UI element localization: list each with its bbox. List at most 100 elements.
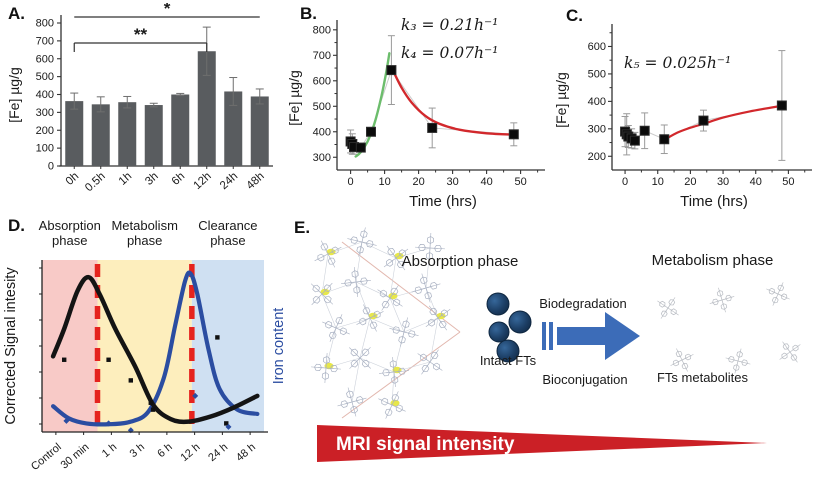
time-tick-label: 3 h [128, 441, 147, 460]
svg-text:0: 0 [348, 176, 354, 188]
svg-text:600: 600 [588, 41, 606, 53]
y-axis-label: [Fe] µg/g [553, 72, 569, 128]
svg-text:800: 800 [313, 24, 331, 36]
svg-text:500: 500 [313, 101, 331, 113]
phase-title: Clearance [198, 218, 257, 233]
bar-1h [118, 102, 137, 166]
svg-text:600: 600 [313, 75, 331, 87]
signal-data-point [224, 421, 229, 426]
svg-text:phase: phase [210, 233, 245, 248]
panel-b-scatter-chart: 0 10 20 30 40 50 300 400 500 600 700 800 k₃ = 0.21h⁻… [283, 0, 555, 212]
data-point-marker [629, 135, 640, 146]
svg-text:400: 400 [588, 96, 606, 108]
phase-region-absorption [42, 260, 98, 432]
iron-data-point [105, 420, 112, 427]
polymer-bond [361, 241, 397, 259]
svg-text:700: 700 [313, 50, 331, 62]
metabolite-molecule-cluster [349, 347, 371, 369]
data-point-marker [427, 122, 438, 133]
svg-text:800: 800 [36, 18, 54, 30]
intact-ft-molecule-cluster [378, 391, 406, 419]
metabolite-molecule-cluster [766, 282, 790, 306]
metabolite-molecule-cluster [341, 267, 371, 297]
y-axis-label: [Fe] µg/g [286, 70, 302, 126]
polymer-bond [359, 357, 395, 373]
svg-text:50: 50 [514, 176, 526, 188]
polymer-bond [355, 281, 391, 299]
data-point-marker [659, 134, 670, 145]
polymer-bond [389, 297, 405, 333]
intact-ft-molecule-cluster [377, 285, 403, 311]
polymer-bond [369, 317, 405, 333]
metabolite-molecule-cluster [389, 317, 419, 347]
bar-12h [197, 51, 216, 166]
data-point-marker [698, 115, 709, 126]
x-axis-label: Time (hrs) [680, 193, 748, 210]
polymer-bond [325, 327, 337, 369]
transformation-arrow-icon [557, 312, 640, 360]
svg-text:0: 0 [48, 161, 54, 173]
svg-text:600: 600 [36, 53, 54, 65]
iron-data-point [225, 423, 232, 430]
metabolite-molecule-cluster [347, 227, 377, 257]
signal-data-point [128, 378, 133, 383]
right-y-axis-label: Iron content [271, 308, 287, 385]
svg-text:400: 400 [313, 126, 331, 138]
svg-text:20: 20 [412, 176, 424, 188]
rate-constant-annotation: k₅ = 0.025h⁻¹ [624, 54, 731, 72]
scatter-chart-svg: 0 10 20 30 40 50 300 400 500 600 700 800 k₃ = 0.21h⁻… [286, 16, 545, 210]
redistribution-fit [664, 104, 783, 141]
svg-text:200: 200 [36, 125, 54, 137]
mri-signal-wedge-icon [317, 425, 767, 462]
x-tick-label: 12h [191, 170, 213, 192]
time-tick-label: 30 min [59, 441, 92, 471]
x-tick-label: 0h [64, 170, 82, 187]
svg-text:20: 20 [684, 176, 696, 188]
panel-b-label: B. [300, 4, 317, 23]
phase-title: Absorption [39, 218, 101, 233]
bioconjugation-label: Bioconjugation [542, 372, 628, 387]
svg-text:40: 40 [480, 176, 492, 188]
svg-text:500: 500 [36, 71, 54, 83]
x-tick-label: 6h [170, 170, 188, 187]
svg-text:400: 400 [36, 89, 54, 101]
svg-text:0: 0 [622, 176, 628, 188]
iron-data-point [63, 417, 70, 424]
svg-text:10: 10 [378, 176, 390, 188]
svg-text:700: 700 [36, 35, 54, 47]
panel-e-mechanism-diagram: Absorption phase Metabolism phase Intact… [290, 212, 823, 480]
time-tick-label: 12 h [178, 441, 202, 464]
data-point-marker [639, 125, 650, 136]
nanoparticle-icon [486, 292, 510, 316]
x-tick-label: 0.5h [83, 170, 108, 194]
polymer-bond [359, 317, 371, 359]
nanoparticle-icon [508, 310, 532, 334]
polymer-bond [321, 253, 329, 295]
intact-ft-molecule-cluster [311, 353, 341, 383]
data-point-marker [366, 126, 376, 137]
metabolite-molecule-cluster [779, 341, 801, 363]
panel-e-label: E. [294, 218, 311, 237]
phase-region-clearance [191, 260, 264, 432]
significance-star: * [164, 3, 171, 18]
signal-data-point [148, 400, 153, 405]
intact-ft-molecule-cluster [314, 240, 342, 268]
x-tick-label: 1h [117, 170, 135, 187]
svg-text:200: 200 [588, 151, 606, 163]
left-y-axis-label: Corrected Signal intesity [3, 267, 19, 425]
x-tick-label: 3h [143, 170, 161, 187]
polymer-bond [321, 293, 337, 329]
x-axis-label: Time (hrs) [409, 193, 477, 210]
svg-text:40: 40 [750, 176, 762, 188]
uptake-fit [354, 52, 391, 158]
bar-0.5h [91, 104, 110, 166]
panel-a-label: A. [8, 4, 25, 23]
iron-content-curve [51, 270, 260, 427]
signal-data-point [62, 357, 67, 362]
intact-ft-molecule-cluster [310, 282, 334, 306]
iron-data-point [192, 392, 199, 399]
time-tick-label: 1 h [100, 441, 119, 460]
intact-fts-label: Intact FTs [479, 353, 537, 368]
x-tick-label: 24h [218, 170, 240, 192]
svg-text:phase: phase [52, 233, 87, 248]
